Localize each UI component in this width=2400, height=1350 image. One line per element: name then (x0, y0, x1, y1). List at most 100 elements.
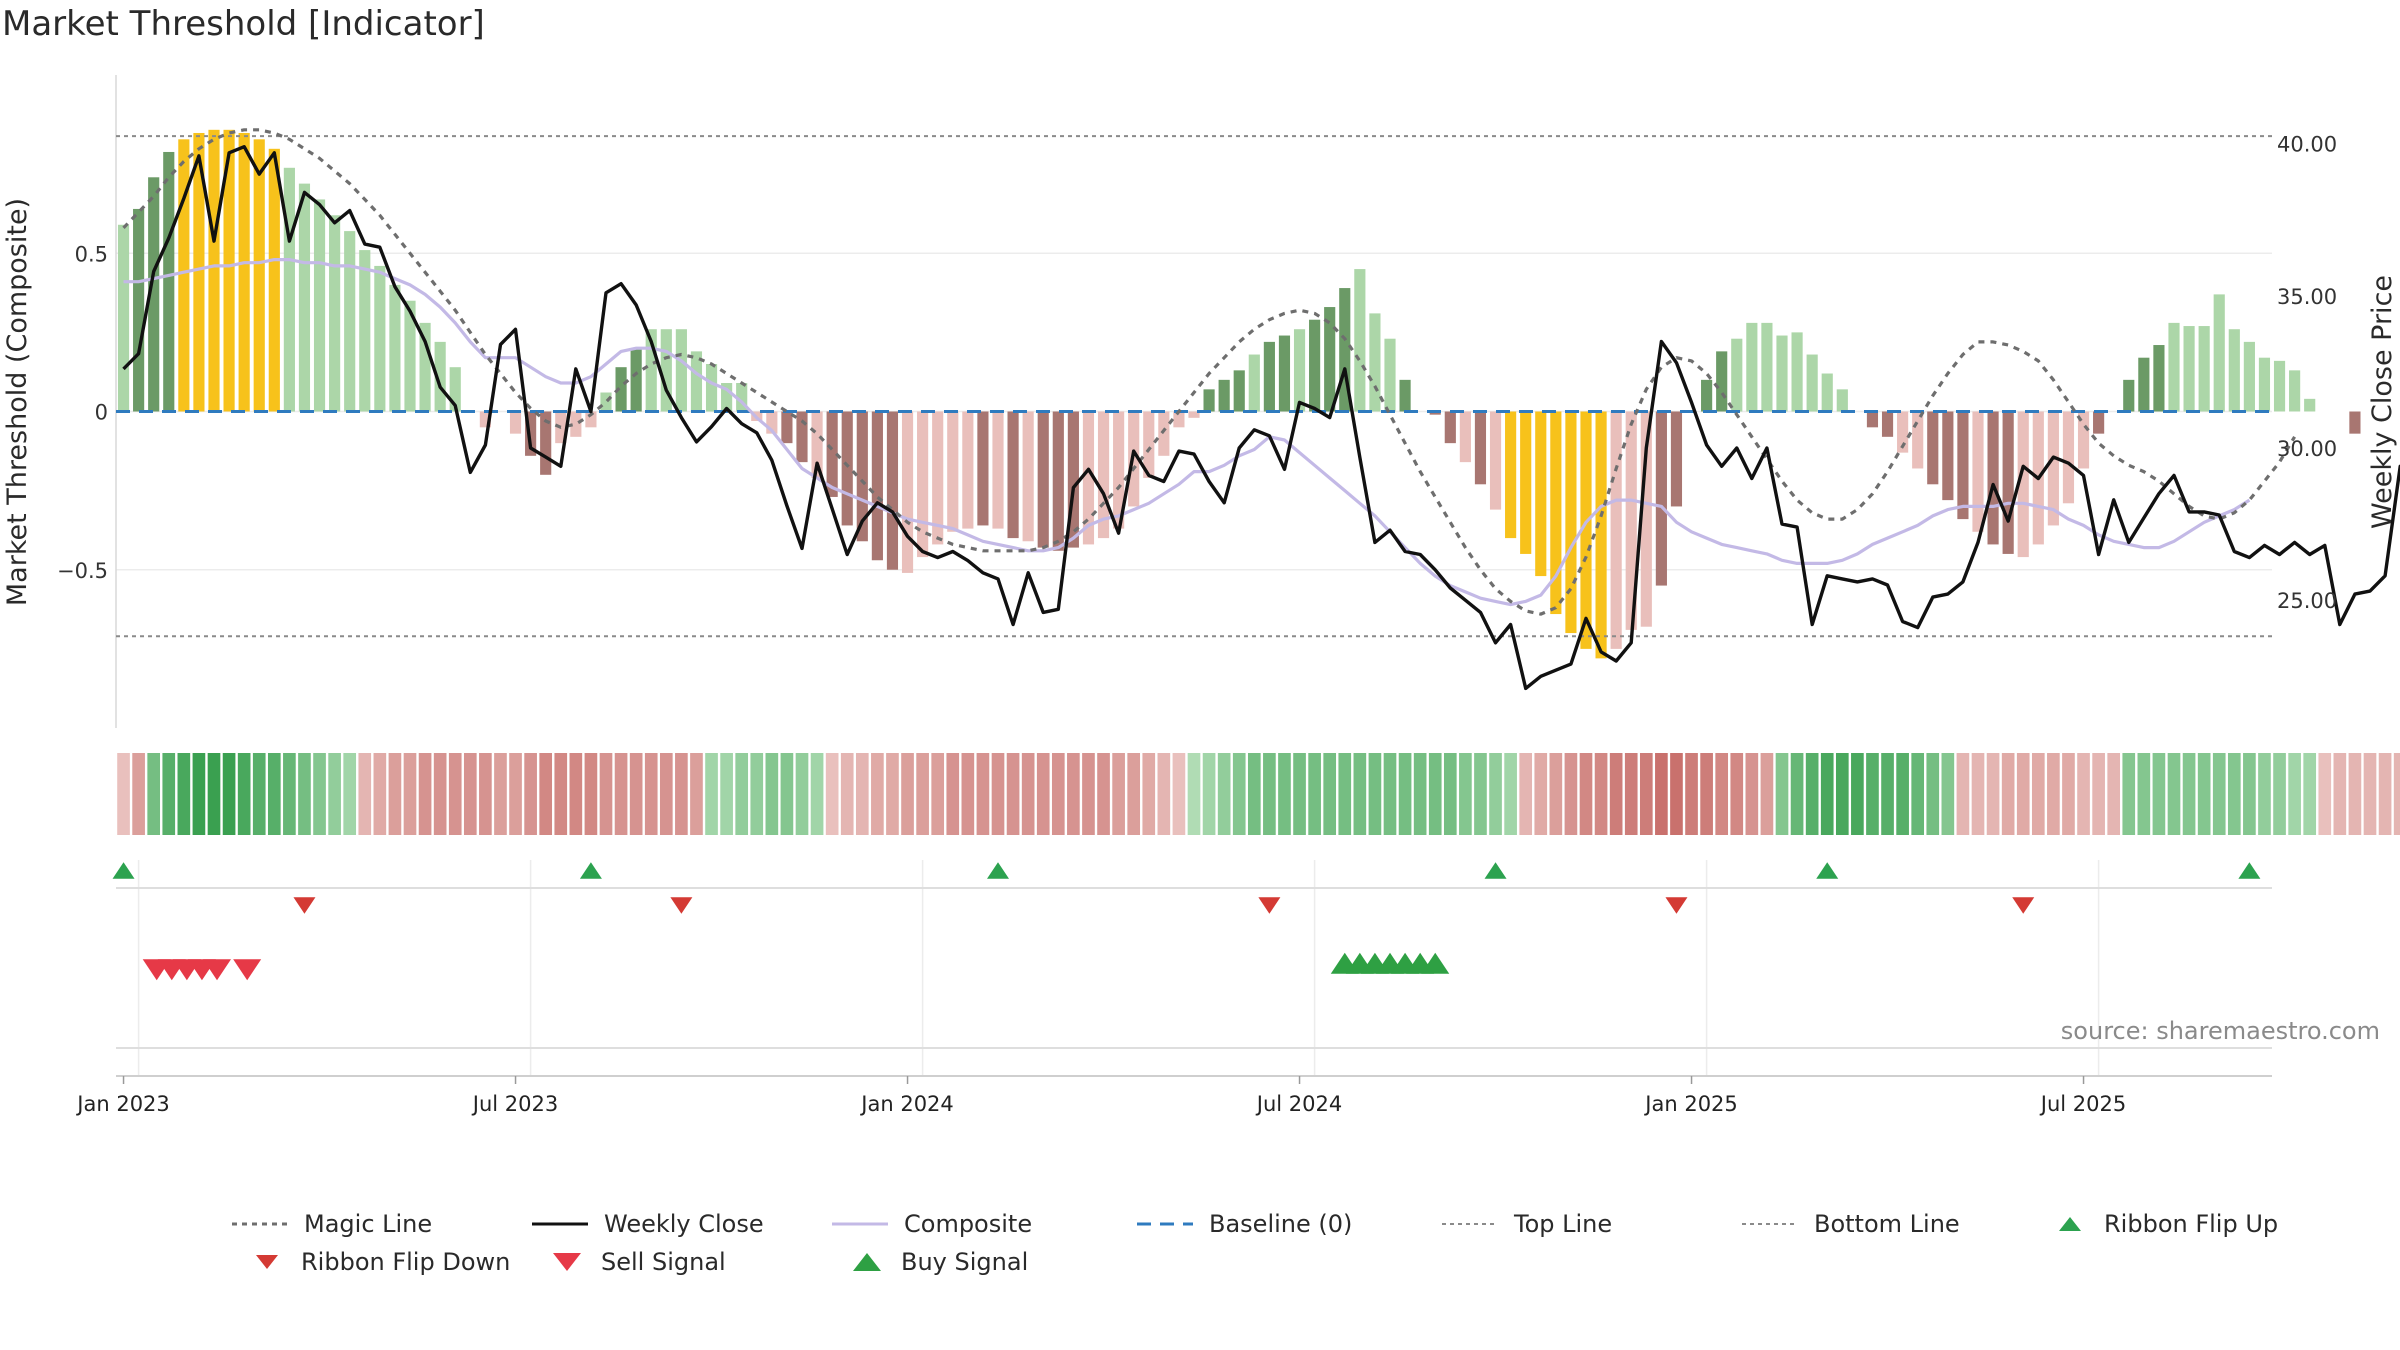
ribbon-cell (2303, 753, 2317, 835)
ribbon-cell (2288, 753, 2301, 835)
composite-bar (1550, 411, 1562, 615)
composite-bar (2243, 341, 2255, 412)
legend-label: Buy Signal (901, 1248, 1029, 1276)
composite-bar (1474, 411, 1487, 485)
legend-label: Ribbon Flip Up (2104, 1210, 2279, 1238)
ribbon-cell (2016, 753, 2030, 835)
ribbon-cell (901, 753, 914, 835)
ribbon-cell (690, 753, 703, 835)
composite-bar (253, 139, 265, 412)
ribbon-cell (1368, 753, 1382, 835)
composite-bar (2047, 411, 2059, 526)
composite-bar (1324, 307, 1336, 412)
ribbon-cell (479, 753, 492, 835)
composite-bar (615, 367, 627, 412)
composite-bar (2123, 379, 2135, 412)
ribbon-cell (1594, 753, 1608, 835)
ribbon-cell (961, 753, 975, 835)
composite-bar (2349, 411, 2361, 434)
ribbon-cell (267, 753, 281, 835)
ribbon-cell (1760, 753, 1774, 835)
composite-bar (1927, 411, 1939, 485)
ribbon-cell (810, 753, 824, 835)
composite-bar (947, 411, 959, 532)
ribbon-cell (448, 753, 462, 835)
ribbon-cell (343, 753, 357, 835)
ribbon-cell (1036, 753, 1050, 835)
ribbon-cell (2001, 753, 2015, 835)
left-y-tick-label: 0.5 (75, 242, 108, 266)
composite-bar (2077, 411, 2090, 469)
sell-signal-marker (203, 959, 232, 981)
ribbon-cell (1564, 753, 1578, 835)
ribbon-cell (1398, 753, 1412, 835)
legend: Magic Line Weekly Close Composite Baseli… (230, 1205, 2330, 1281)
composite-bar (2304, 398, 2316, 412)
composite-bar (298, 183, 311, 412)
composite-line (123, 258, 2251, 607)
ribbon-cell (2318, 753, 2332, 835)
composite-bar (148, 177, 160, 412)
ribbon-cell (433, 753, 447, 835)
legend-item-ribbon-flip-up: Ribbon Flip Up (2050, 1205, 2278, 1243)
ribbon-cell (1051, 753, 1065, 835)
composite-bar (871, 411, 883, 561)
composite-bar (1866, 411, 1879, 428)
composite-bar (1022, 411, 1034, 542)
left-y-tick-label: 0 (95, 401, 108, 425)
ribbon-cell (2378, 753, 2392, 835)
ribbon-cell (1866, 753, 1879, 835)
ribbon-cell (2062, 753, 2075, 835)
composite-bar (525, 411, 537, 456)
ribbon-cell (2152, 753, 2166, 835)
ribbon-cell (2333, 753, 2347, 835)
ribbon-cell (1504, 753, 1517, 835)
composite-bar (1520, 411, 1532, 554)
ribbon-cell (1428, 753, 1442, 835)
ribbon-cell (976, 753, 990, 835)
ribbon-cell (1715, 753, 1729, 835)
ribbon-cell (855, 753, 869, 835)
ribbon-cell (614, 753, 628, 835)
composite-bar (1655, 411, 1667, 586)
right-y-tick-label: 35.00 (2277, 285, 2337, 309)
ribbon-cell (207, 753, 221, 835)
ribbon-cell (1609, 753, 1623, 835)
ribbon-cell (750, 753, 764, 835)
legend-item-weekly-close: Weekly Close (530, 1205, 764, 1243)
ribbon-cell (1413, 753, 1427, 835)
ribbon-cell (509, 753, 522, 835)
ribbon-cell (2092, 753, 2105, 835)
x-tick-label: Jul 2025 (2039, 1092, 2126, 1116)
ribbon-cell (2197, 753, 2211, 835)
composite-bar (1173, 411, 1185, 428)
ribbon-cell (2212, 753, 2226, 835)
ribbon-cell (825, 753, 839, 835)
ribbon-cell (1685, 753, 1698, 835)
reference-lines (116, 135, 2272, 638)
composite-bar (2002, 411, 2014, 554)
composite-bar (1188, 411, 1200, 418)
composite-bar (1097, 411, 1110, 539)
ribbon-cell (283, 753, 296, 835)
composite-bar (1731, 338, 1743, 412)
ribbon-cell (313, 753, 326, 835)
composite-bar (268, 148, 280, 412)
composite-bar (449, 367, 461, 412)
composite-bar (1640, 411, 1652, 627)
ribbon-cell (946, 753, 960, 835)
ribbon-cell (659, 753, 673, 835)
ribbon-cell (2258, 753, 2271, 835)
ribbon-cell (1881, 753, 1894, 835)
ribbon-cell (1217, 753, 1231, 835)
composite-bar (600, 392, 612, 412)
composite-bar (1505, 411, 1517, 539)
ribbon-cell (1474, 753, 1487, 835)
ribbon-cell (1926, 753, 1940, 835)
ribbon-cell (1489, 753, 1502, 835)
composite-bar (313, 199, 326, 412)
legend-label: Bottom Line (1814, 1210, 1960, 1238)
ribbon-cell (2122, 753, 2136, 835)
ribbon-flip-up-marker (579, 862, 602, 879)
composite-bar (1399, 379, 1411, 412)
